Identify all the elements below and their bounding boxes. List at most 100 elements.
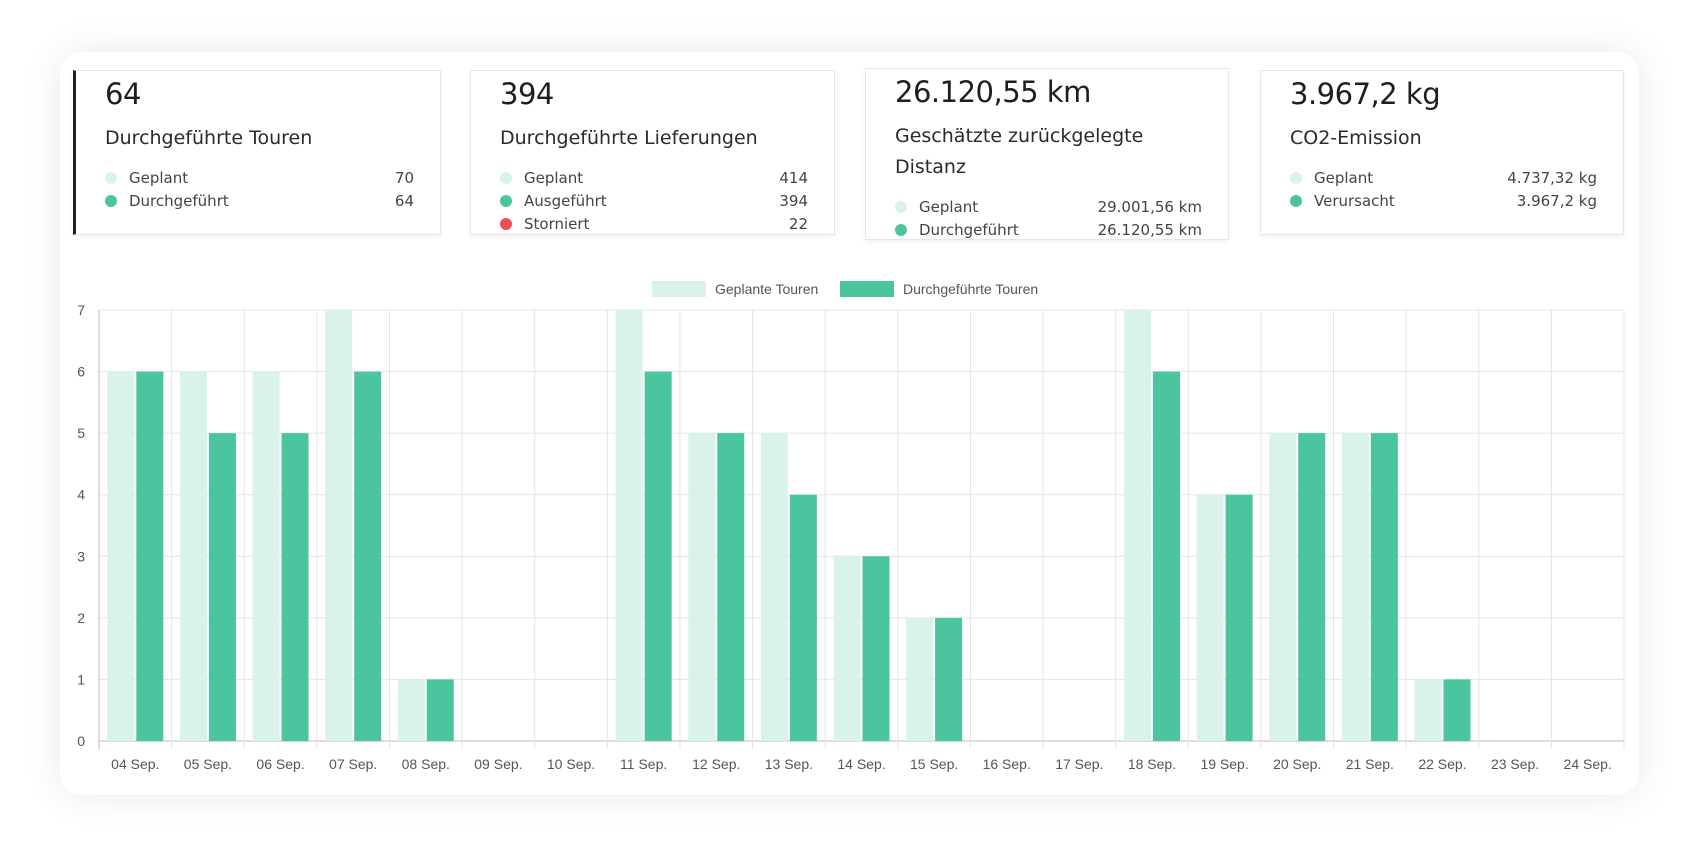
legend-dot-icon xyxy=(895,200,907,213)
kpi-label: Durchgeführte Lieferungen xyxy=(500,127,758,149)
kpi-row-label: Geplant xyxy=(1314,168,1374,187)
bar-planned xyxy=(615,310,643,741)
x-tick-label: 11 Sep. xyxy=(620,756,667,772)
bar-done xyxy=(862,556,890,741)
bar-done xyxy=(1370,433,1398,741)
kpi-row-value: 394 xyxy=(779,191,808,210)
kpi-row: Geplant 29.001,56 km xyxy=(895,195,1202,218)
x-tick-label: 05 Sep. xyxy=(184,756,232,772)
bar-done xyxy=(1225,494,1253,741)
legend-label: Geplante Touren xyxy=(715,281,818,297)
x-tick-label: 21 Sep. xyxy=(1346,756,1394,772)
bar-done xyxy=(281,433,309,741)
y-tick-label: 0 xyxy=(77,733,85,749)
kpi-card-deliveries[interactable]: 394 Durchgeführte Lieferungen Geplant 414 A… xyxy=(470,70,835,235)
bar-planned xyxy=(1123,310,1151,741)
bar-done xyxy=(1298,433,1326,741)
bar-planned xyxy=(325,310,353,741)
x-tick-label: 18 Sep. xyxy=(1128,756,1176,772)
bar-planned xyxy=(760,433,788,741)
x-tick-label: 04 Sep. xyxy=(111,756,159,772)
kpi-row-label: Durchgeführt xyxy=(129,191,229,210)
x-tick-label: 08 Sep. xyxy=(402,756,450,772)
kpi-row: Geplant 4.737,32 kg xyxy=(1290,166,1597,189)
x-tick-label: 20 Sep. xyxy=(1273,756,1321,772)
bar-planned xyxy=(833,556,861,741)
kpi-card-tours[interactable]: 64 Durchgeführte Touren Geplant 70 Durchgef… xyxy=(73,70,441,235)
y-tick-label: 5 xyxy=(77,425,85,441)
kpi-value: 394 xyxy=(500,77,554,111)
bar-planned xyxy=(252,371,280,741)
bar-planned xyxy=(107,371,135,741)
legend-swatch-icon xyxy=(652,281,706,297)
bar-done xyxy=(644,371,672,741)
bar-done xyxy=(354,371,382,741)
bar-planned xyxy=(1414,679,1442,741)
kpi-row-label: Verursacht xyxy=(1314,191,1395,210)
kpi-row: Geplant 70 xyxy=(105,166,414,189)
kpi-label: Geschätzte zurückgelegte Distanz xyxy=(895,125,1144,178)
legend-dot-icon xyxy=(1290,171,1302,184)
x-tick-label: 13 Sep. xyxy=(765,756,813,772)
kpi-card-co2[interactable]: 3.967,2 kg CO2-Emission Geplant 4.737,32 k… xyxy=(1260,70,1624,235)
x-tick-label: 22 Sep. xyxy=(1418,756,1466,772)
kpi-row-label: Storniert xyxy=(524,214,590,233)
kpi-row-label: Geplant xyxy=(524,168,584,187)
legend-dot-icon xyxy=(500,217,512,230)
kpi-row: Durchgeführt 64 xyxy=(105,189,414,212)
bar-planned xyxy=(906,617,934,741)
kpi-value: 26.120,55 km xyxy=(895,75,1091,109)
kpi-row: Durchgeführt 26.120,55 km xyxy=(895,218,1202,241)
legend-dot-icon xyxy=(105,171,117,184)
kpi-row-value: 70 xyxy=(394,168,414,187)
y-tick-label: 6 xyxy=(77,364,85,380)
kpi-row-value: 3.967,2 kg xyxy=(1516,191,1597,210)
bar-done xyxy=(935,617,963,741)
kpi-row: Geplant 414 xyxy=(500,166,808,189)
y-tick-label: 2 xyxy=(77,610,85,626)
kpi-value: 64 xyxy=(105,77,141,111)
legend-dot-icon xyxy=(895,223,907,236)
bar-done xyxy=(1152,371,1180,741)
kpi-row-label: Ausgeführt xyxy=(524,191,607,210)
bar-planned xyxy=(1269,433,1297,741)
kpi-row: Storniert 22 xyxy=(500,212,808,235)
bar-planned xyxy=(1341,433,1369,741)
bar-done xyxy=(208,433,236,741)
bar-planned xyxy=(1196,494,1224,741)
kpi-card-distance[interactable]: 26.120,55 km Geschätzte zurückgelegte Di… xyxy=(865,68,1229,240)
x-tick-label: 07 Sep. xyxy=(329,756,377,772)
x-tick-label: 15 Sep. xyxy=(910,756,958,772)
kpi-row-value: 64 xyxy=(394,191,414,210)
x-tick-label: 06 Sep. xyxy=(256,756,304,772)
bar-planned xyxy=(179,371,207,741)
bar-done xyxy=(136,371,164,741)
x-tick-label: 24 Sep. xyxy=(1564,756,1612,772)
legend-dot-icon xyxy=(500,171,512,184)
kpi-value: 3.967,2 kg xyxy=(1290,77,1441,111)
bar-planned xyxy=(688,433,716,741)
bar-done xyxy=(1443,679,1471,741)
x-tick-label: 23 Sep. xyxy=(1491,756,1539,772)
bar-planned xyxy=(397,679,425,741)
kpi-label: Durchgeführte Touren xyxy=(105,127,313,149)
kpi-row: Verursacht 3.967,2 kg xyxy=(1290,189,1597,212)
y-tick-label: 1 xyxy=(77,671,85,687)
bar-done xyxy=(789,494,817,741)
kpi-row-label: Geplant xyxy=(129,168,189,187)
kpi-row: Ausgeführt 394 xyxy=(500,189,808,212)
kpi-row-value: 414 xyxy=(779,168,808,187)
x-tick-label: 17 Sep. xyxy=(1055,756,1103,772)
legend-label: Durchgeführte Touren xyxy=(903,281,1038,297)
legend-dot-icon xyxy=(105,194,117,207)
x-tick-label: 12 Sep. xyxy=(692,756,740,772)
y-tick-label: 3 xyxy=(77,548,85,564)
kpi-row-label: Durchgeführt xyxy=(919,220,1019,239)
bar-done xyxy=(426,679,454,741)
y-tick-label: 4 xyxy=(77,487,85,503)
kpi-label: CO2-Emission xyxy=(1290,127,1422,149)
x-tick-label: 09 Sep. xyxy=(474,756,522,772)
kpi-row-value: 26.120,55 km xyxy=(1097,220,1202,239)
x-tick-label: 19 Sep. xyxy=(1200,756,1248,772)
